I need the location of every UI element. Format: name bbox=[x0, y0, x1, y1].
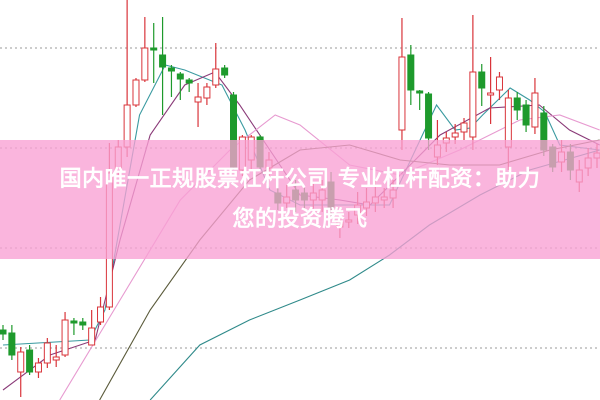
candle-body bbox=[43, 342, 51, 364]
candle-body bbox=[70, 320, 78, 324]
candle-body bbox=[97, 306, 105, 323]
candle-body bbox=[495, 76, 503, 91]
candle-body bbox=[531, 92, 539, 128]
candle bbox=[159, 17, 167, 115]
candle bbox=[176, 72, 184, 100]
candle bbox=[460, 118, 468, 140]
candle bbox=[61, 312, 69, 357]
candle bbox=[203, 83, 211, 105]
promo-banner-text: 国内唯一正规股票杠杆公司 专业杠杆配资：助力 您的投资腾飞 bbox=[0, 160, 600, 240]
candle bbox=[141, 17, 149, 82]
candle bbox=[97, 297, 105, 325]
candle bbox=[88, 310, 96, 346]
candle bbox=[407, 45, 415, 105]
candle bbox=[416, 90, 424, 110]
candle bbox=[79, 318, 87, 330]
candle bbox=[34, 358, 42, 378]
candle bbox=[522, 100, 530, 132]
candle-body bbox=[469, 71, 477, 138]
candle-body bbox=[203, 86, 211, 99]
candle-body bbox=[132, 79, 140, 106]
candle-body bbox=[141, 47, 149, 81]
candle-body bbox=[407, 54, 415, 91]
candle-body bbox=[460, 122, 468, 133]
candle-body bbox=[52, 356, 60, 361]
candle bbox=[495, 72, 503, 100]
candle-body bbox=[212, 68, 220, 86]
candle bbox=[8, 325, 16, 360]
candle bbox=[212, 43, 220, 88]
candle bbox=[531, 78, 539, 134]
candle-body bbox=[0, 329, 7, 335]
candle bbox=[167, 65, 175, 97]
candle-body bbox=[478, 71, 486, 89]
candle bbox=[0, 325, 7, 340]
candle-body bbox=[522, 104, 530, 126]
candle-body bbox=[150, 47, 158, 51]
candle-body bbox=[425, 93, 433, 139]
promo-banner bbox=[0, 140, 600, 259]
candle bbox=[123, 0, 131, 157]
candle-body bbox=[194, 96, 202, 103]
candle-body bbox=[185, 79, 193, 84]
candle-body bbox=[398, 56, 406, 131]
candle bbox=[469, 15, 477, 150]
candle bbox=[52, 345, 60, 367]
candle-body bbox=[8, 332, 16, 356]
candle-body bbox=[221, 67, 229, 76]
candle bbox=[398, 18, 406, 150]
candle-body bbox=[176, 73, 184, 80]
candle bbox=[26, 345, 34, 375]
candle-body bbox=[487, 92, 495, 96]
candle-body bbox=[26, 349, 34, 373]
candle-body bbox=[79, 321, 87, 326]
candle bbox=[70, 318, 78, 335]
candle-body bbox=[416, 90, 424, 94]
banner-line-2: 您的投资腾飞 bbox=[232, 207, 368, 232]
candle bbox=[132, 78, 140, 107]
candle-body bbox=[61, 319, 69, 356]
candle bbox=[150, 23, 158, 83]
candle-body bbox=[167, 67, 175, 72]
candle bbox=[17, 347, 25, 397]
banner-line-1: 国内唯一正规股票杠杆公司 专业杠杆配资：助力 bbox=[59, 167, 541, 192]
candle bbox=[513, 92, 521, 120]
candle-body bbox=[17, 351, 25, 373]
candle-body bbox=[451, 132, 459, 138]
candle-body bbox=[513, 97, 521, 111]
candle bbox=[194, 83, 202, 127]
candle bbox=[487, 57, 495, 124]
candle bbox=[221, 65, 229, 78]
candle bbox=[478, 64, 486, 106]
candle bbox=[185, 78, 193, 92]
candle bbox=[43, 338, 51, 368]
candle-body bbox=[159, 54, 167, 68]
candle-body bbox=[88, 327, 96, 346]
candle-body bbox=[34, 362, 42, 373]
